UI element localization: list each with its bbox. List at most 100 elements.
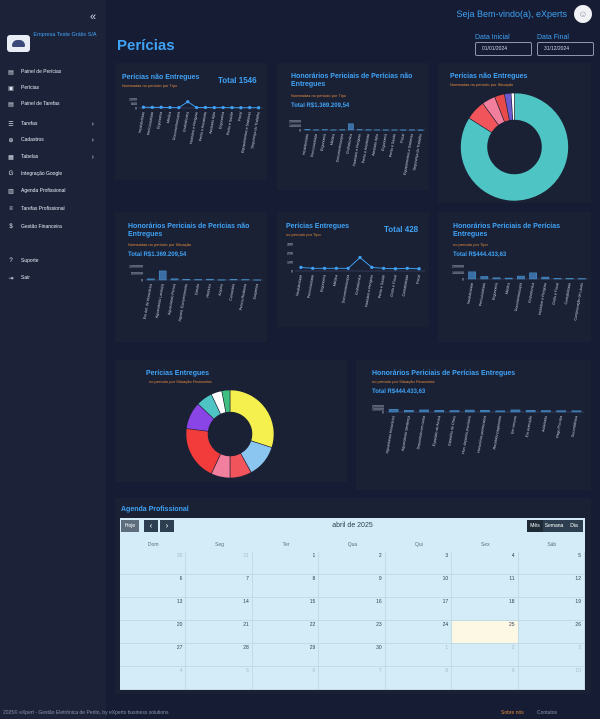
calendar-day[interactable]: 16	[319, 598, 386, 621]
collapse-sidebar-icon[interactable]: «	[90, 11, 97, 23]
x-tick-label: Perito e Saúde	[378, 274, 386, 298]
x-tick-label: Segurança do Trabalho	[412, 133, 422, 171]
calendar-day[interactable]: 30	[120, 552, 187, 575]
calendar-day[interactable]: 5	[186, 667, 253, 690]
sidebar-item-7[interactable]: ▥ Agenda Profissional	[0, 185, 106, 197]
calendar-day[interactable]: 17	[385, 598, 453, 621]
calendar-day[interactable]: 5	[518, 552, 585, 575]
calendar-day[interactable]: 26	[518, 621, 585, 644]
calendar-day[interactable]: 24	[385, 621, 453, 644]
calendar-day[interactable]: 9	[319, 575, 386, 598]
sidebar-item-2[interactable]: ▤ Painel de Tarefas	[0, 98, 106, 110]
data-point	[311, 266, 315, 270]
today-button[interactable]: Hoje	[121, 520, 139, 532]
calendar-day[interactable]: 3	[385, 552, 453, 575]
x-tick-label: Insalubridade	[466, 282, 474, 304]
card-total: Total 1546	[218, 76, 257, 85]
start-date-input[interactable]: 01/01/2024	[475, 42, 532, 56]
calendar-day[interactable]: 30	[319, 644, 386, 667]
calendar-day[interactable]: 1	[385, 644, 453, 667]
sidebar-item-4[interactable]: ⊕ Cadastros ›	[0, 134, 106, 146]
sidebar-item-10[interactable]: ? Suporte	[0, 255, 106, 267]
data-point	[194, 105, 199, 110]
user-avatar-icon[interactable]: ☺	[574, 5, 592, 23]
sidebar-item-9[interactable]: $ Gestão Financeira	[0, 221, 106, 233]
calendar-day[interactable]: 10	[518, 667, 585, 690]
card-subtitle: no período por Tipo	[286, 232, 321, 237]
calendar-day[interactable]: 4	[452, 552, 519, 575]
calendar-day[interactable]: 13	[120, 598, 187, 621]
view-month-button[interactable]: Mês	[527, 520, 543, 532]
view-week-button[interactable]: Semana	[543, 520, 565, 532]
calendar-day[interactable]: 6	[120, 575, 187, 598]
card-pericias-nao-entregues-tipo: Perícias não Entregues Nomeadas no perío…	[115, 63, 267, 180]
bar	[356, 129, 363, 131]
data-point	[299, 265, 303, 269]
calendar-day-number: 7	[378, 668, 382, 674]
calendar-day-number: 10	[442, 576, 449, 582]
contact-link[interactable]: Contatos	[537, 710, 558, 716]
calendar-day[interactable]: 2	[452, 644, 519, 667]
calendar-day[interactable]: 8	[252, 575, 320, 598]
prev-month-button[interactable]: ‹	[144, 520, 158, 532]
calendar-day[interactable]: 19	[518, 598, 585, 621]
start-date-label: Data Inicial	[475, 34, 510, 41]
calendar-day[interactable]: 21	[186, 621, 253, 644]
calendar-day-number: 4	[179, 668, 183, 674]
calendar-day[interactable]: 2	[319, 552, 386, 575]
calendar-day[interactable]: 15	[252, 598, 320, 621]
calendar-day[interactable]: 9	[452, 667, 519, 690]
calendar-day[interactable]: 31	[186, 552, 253, 575]
calendar-day[interactable]: 6	[252, 667, 320, 690]
calendar-day[interactable]: 27	[120, 644, 187, 667]
google-icon: G	[8, 171, 14, 177]
calendar-day[interactable]: 10	[385, 575, 453, 598]
sidebar-item-8[interactable]: ≡ Tarefas Profissional	[0, 203, 106, 215]
next-month-button[interactable]: ›	[160, 520, 174, 532]
calendar-day[interactable]: 8	[385, 667, 453, 690]
card-subtitle: no período por Situação Financeira	[149, 379, 212, 384]
sidebar-item-5[interactable]: ▦ Tabelas ›	[0, 151, 106, 163]
bar	[495, 410, 506, 413]
calendar-day[interactable]: 22	[252, 621, 320, 644]
view-day-button[interactable]: Dia	[565, 520, 583, 532]
calendar-day[interactable]: 23	[319, 621, 386, 644]
calendar-day[interactable]: 11	[452, 575, 519, 598]
calendar-day-number: 13	[176, 599, 183, 605]
x-tick-label: Adiantado	[541, 415, 548, 432]
plus-icon: ⊕	[8, 137, 14, 144]
calendar-day[interactable]: 14	[186, 598, 253, 621]
calendar-day[interactable]: 29	[252, 644, 320, 667]
calendar-day[interactable]: 12	[518, 575, 585, 598]
sidebar-item-1[interactable]: ▣ Perícias	[0, 82, 106, 94]
card-title: Perícias não Entregues	[122, 74, 200, 81]
sidebar-item-11[interactable]: ⇥ Sair	[0, 272, 106, 284]
calendar-day[interactable]: 18	[452, 598, 519, 621]
calendar-day-number: 22	[309, 622, 316, 628]
bar	[158, 270, 167, 281]
calendar-day-number: 1	[312, 553, 316, 559]
card-subtitle: no período por Tipo	[453, 242, 488, 247]
calendar-day[interactable]: 7	[186, 575, 253, 598]
sidebar-item-3[interactable]: ☰ Tarefas ›	[0, 118, 106, 130]
calendar-day[interactable]: 28	[186, 644, 253, 667]
bar	[206, 278, 214, 281]
calendar-day[interactable]: 1	[252, 552, 320, 575]
calendar-day[interactable]: 25	[452, 621, 519, 644]
end-date-input[interactable]: 31/12/2024	[537, 42, 594, 56]
calendar-day[interactable]: 4	[120, 667, 187, 690]
calendar-day-number: 9	[378, 576, 382, 582]
calendar-day[interactable]: 20	[120, 621, 187, 644]
sidebar-item-6[interactable]: G Integração Google	[0, 168, 106, 180]
about-link[interactable]: Sobre nós	[501, 710, 524, 716]
calendar-day[interactable]: 3	[518, 644, 585, 667]
y-tick-label: 0	[141, 278, 143, 282]
calendar-day[interactable]: 7	[319, 667, 386, 690]
sidebar-item-0[interactable]: ▤ Painel de Perícias	[0, 66, 106, 78]
calendar-day-number: 19	[575, 599, 581, 605]
x-tick-label: Atestado Apto	[208, 111, 216, 134]
card-title: Honorários Periciais de Perícias não Ent…	[291, 73, 413, 88]
bar	[388, 409, 399, 413]
